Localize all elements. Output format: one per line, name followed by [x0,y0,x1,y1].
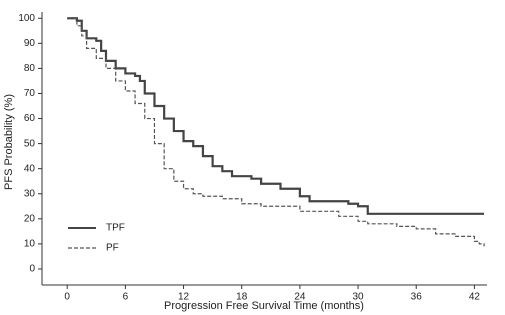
x-tick-label: 12 [178,292,190,303]
x-tick-label: 36 [411,292,423,303]
y-tick-label: 90 [24,38,36,49]
y-tick-label: 80 [24,63,36,74]
x-tick-label: 30 [352,292,364,303]
x-tick-label: 24 [294,292,306,303]
legend-label: TPF [106,223,125,234]
x-tick-label: 18 [236,292,248,303]
y-tick-label: 100 [18,13,35,24]
survival-curve [67,17,485,247]
y-tick-label: 20 [24,213,36,224]
x-tick-label: 42 [469,292,481,303]
y-tick-label: 30 [24,188,36,199]
y-axis-title: PFS Probability (%) [3,94,15,190]
survival-curve [67,17,485,215]
x-axis-title: Progression Free Survival Time (months) [164,300,364,312]
y-tick-label: 10 [24,239,36,250]
x-tick-label: 6 [123,292,129,303]
y-tick-label: 50 [24,138,36,149]
legend-label: PF [106,243,119,254]
y-tick-label: 0 [29,264,35,275]
y-tick-label: 60 [24,113,36,124]
y-tick-label: 70 [24,88,36,99]
x-tick-label: 0 [64,292,70,303]
y-tick-label: 40 [24,163,36,174]
